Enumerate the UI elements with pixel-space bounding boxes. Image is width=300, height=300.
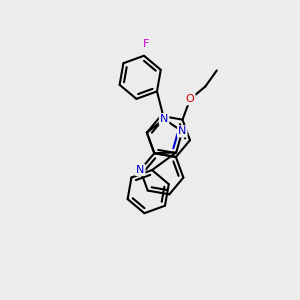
Text: F: F [143, 39, 149, 49]
Text: N: N [160, 114, 168, 124]
Text: N: N [178, 126, 186, 136]
Text: O: O [186, 94, 194, 104]
Text: N: N [136, 165, 144, 175]
